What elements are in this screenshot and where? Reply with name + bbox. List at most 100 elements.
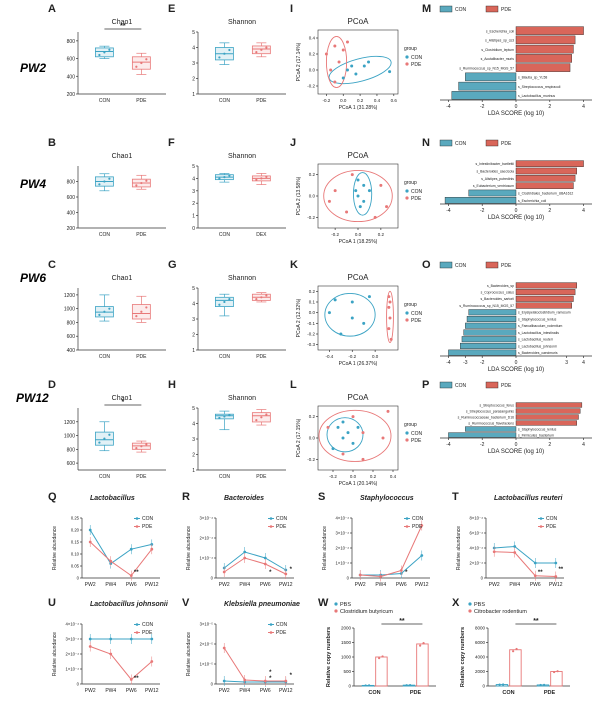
x-tick-label: 0.6 (391, 98, 398, 103)
x-tick-label: PW2 (489, 582, 500, 588)
lda-bar (515, 182, 574, 189)
x-tick-label: 2 (548, 442, 551, 448)
y-tick-label: 1 (192, 348, 195, 354)
legend-label: PDE (501, 141, 512, 147)
y-tick-label: 2×10⁻⁴ (66, 652, 80, 657)
bar-point (405, 684, 408, 687)
x-tick-label: 4 (582, 104, 585, 110)
data-point (108, 307, 111, 310)
bar (402, 684, 416, 687)
plot-title: PCoA (348, 17, 370, 26)
y-tick-label: 600 (67, 195, 76, 201)
bar-point (378, 657, 381, 660)
lda-bar (515, 295, 574, 302)
data-point (135, 446, 138, 450)
series-point (263, 556, 267, 560)
lda-P: P CON PDE s_Streptococcus_ferus s_Streptococ… (422, 379, 592, 455)
x-tick-label: PW2 (219, 582, 230, 588)
data-point (223, 52, 226, 55)
y-axis-label: Relative abundance (322, 526, 328, 570)
legend-swatch (135, 631, 139, 634)
x-tick-label: PDE (136, 354, 147, 360)
x-axis-label: LDA SCORE (log 10) (488, 367, 544, 373)
y-tick-label: 0.2 (309, 172, 316, 177)
lda-M: M CON PDE s_Escherichia_coli s_Alistipes_sp_… (422, 3, 592, 117)
confidence-ellipse (328, 55, 392, 85)
legend-title: group (404, 302, 417, 308)
legend-label: CON (455, 7, 467, 13)
x-tick-label: 0.4 (374, 98, 381, 103)
lda-bar-label: s_Staphylococcus_lentus (518, 317, 557, 321)
point-pde (327, 199, 331, 203)
y-tick-label: 1×10⁻⁴ (336, 561, 350, 566)
plot-frame (317, 285, 399, 351)
point-pde (387, 305, 391, 309)
data-point (145, 179, 148, 182)
legend-title: group (404, 422, 417, 428)
x-tick-label: -4 (446, 442, 451, 448)
lda-bar (451, 91, 517, 100)
x-tick-label: PW4 (105, 688, 116, 694)
series-point (109, 637, 113, 641)
y-tick-label: 1000 (64, 307, 75, 313)
x-axis-label: PCoA 1 (31.28%) (339, 105, 378, 111)
data-point (108, 48, 111, 51)
y-tick-label: 600 (67, 334, 76, 340)
y-tick-label: 1000 (64, 434, 75, 440)
legend-swatch (405, 431, 409, 435)
plot-title: PCoA (348, 393, 370, 402)
sig-marker: * (269, 676, 272, 682)
point-pde (329, 68, 333, 72)
x-tick-label: 4 (582, 208, 585, 214)
legend-swatch (485, 381, 499, 389)
x-tick-label: PW4 (105, 582, 116, 588)
data-point (255, 51, 258, 54)
legend-swatch (405, 311, 409, 315)
data-point (223, 176, 226, 179)
point-con (354, 189, 358, 193)
point-con (327, 311, 331, 315)
y-tick-label: 4 (192, 176, 195, 182)
data-point (228, 174, 231, 177)
x-tick-label: CON (219, 354, 231, 360)
bar-point (419, 644, 422, 647)
legend-label: CON (412, 516, 424, 522)
lda-bar-label: s_Alistipes_sp_cs3 (485, 39, 514, 43)
series-point (533, 574, 537, 578)
series-point (358, 573, 362, 577)
plot-frame (317, 29, 399, 95)
y-tick-label: 600 (67, 461, 76, 467)
plot-title: Chao1 (112, 153, 133, 160)
x-tick-label: 0.0 (372, 354, 379, 359)
legend-swatch (334, 602, 338, 606)
confidence-ellipse (318, 409, 392, 462)
y-tick-label: 0 (481, 576, 484, 581)
x-tick-label: -2 (480, 208, 485, 214)
y-tick-label: 0.2 (309, 414, 316, 419)
panel-letter: E (168, 3, 175, 15)
x-tick-label: PW6 (396, 582, 407, 588)
data-point (135, 65, 138, 68)
bar-point (498, 683, 501, 686)
point-con (345, 68, 349, 72)
data-point (145, 443, 148, 446)
y-tick-label: 4×10⁻⁴ (66, 622, 80, 627)
panel-letter: Q (48, 491, 57, 503)
y-tick-label: -0.2 (307, 332, 315, 337)
x-tick-label: CON (368, 690, 380, 696)
y-tick-label: 3 (192, 437, 195, 443)
point-pde (361, 457, 365, 461)
lda-bar-label: s_Lactobacillus_murinus (518, 94, 555, 98)
x-tick-label: PDE (544, 690, 556, 696)
data-point (218, 416, 221, 420)
point-con (336, 425, 340, 429)
lineplot-Q: Q Lactobacillus 0 0.05 0.10 0.15 0.20 0.25 Relat… (48, 491, 160, 588)
bar-point (381, 655, 384, 658)
y-tick-label: 3 (192, 61, 195, 67)
series-point (129, 678, 133, 681)
series-point (492, 550, 496, 554)
legend-swatch (269, 525, 273, 528)
y-tick-label: 2000 (475, 669, 486, 674)
